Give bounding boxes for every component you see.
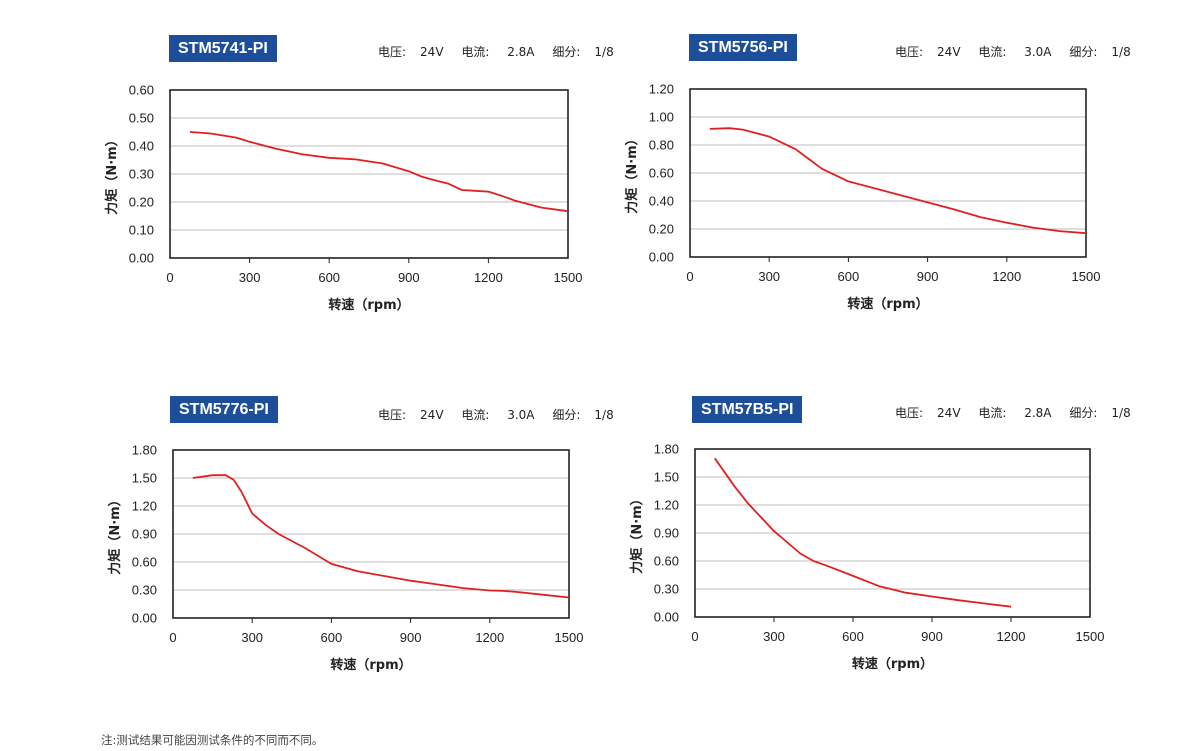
y-tick-label: 0.00 bbox=[649, 250, 674, 265]
x-tick-label: 1200 bbox=[474, 270, 503, 285]
microstep-spec: 细分: 1/8 bbox=[552, 408, 614, 422]
y-tick-label: 0.00 bbox=[654, 610, 679, 625]
x-tick-label: 0 bbox=[686, 269, 693, 284]
microstep-spec: 细分: 1/8 bbox=[552, 45, 614, 59]
current-spec: 电流: 2.8A bbox=[461, 45, 535, 59]
spec-line: 电压: 24V 电流: 3.0A 细分: 1/8 bbox=[378, 406, 614, 423]
model-title: STM57B5-PI bbox=[692, 396, 803, 423]
voltage-spec: 电压: 24V bbox=[895, 45, 961, 59]
y-tick-label: 1.50 bbox=[654, 470, 679, 485]
y-tick-label: 0.60 bbox=[132, 555, 157, 570]
x-tick-label: 600 bbox=[838, 269, 860, 284]
y-tick-label: 1.00 bbox=[649, 110, 674, 125]
y-axis-title: 力矩（N·m） bbox=[107, 493, 123, 574]
y-tick-label: 1.80 bbox=[132, 443, 157, 458]
y-tick-label: 0.10 bbox=[129, 223, 154, 238]
y-tick-label: 0.30 bbox=[132, 583, 157, 598]
torque-chart: 0.00 0.20 0.40 0.60 0.80 1.00 1.20 0 300 600 900 12… bbox=[624, 82, 1101, 313]
x-tick-label: 300 bbox=[763, 629, 785, 644]
x-tick-label: 0 bbox=[169, 630, 176, 645]
current-spec: 电流: 3.0A bbox=[461, 408, 535, 422]
y-tick-label: 0.20 bbox=[129, 195, 154, 210]
torque-curve bbox=[714, 457, 1012, 608]
y-tick-label: 0.30 bbox=[654, 582, 679, 597]
x-tick-label: 0 bbox=[166, 270, 173, 285]
y-tick-label: 0.40 bbox=[649, 194, 674, 209]
x-tick-label: 1200 bbox=[475, 630, 504, 645]
x-tick-label: 1200 bbox=[992, 269, 1021, 284]
voltage-spec: 电压: 24V bbox=[895, 406, 961, 420]
voltage-spec: 电压: 24V bbox=[378, 45, 444, 59]
y-tick-label: 1.50 bbox=[132, 471, 157, 486]
y-tick-label: 0.80 bbox=[649, 138, 674, 153]
model-title: STM5741-PI bbox=[169, 35, 277, 62]
plot-frame bbox=[172, 449, 570, 619]
x-axis-title: 转速（rpm） bbox=[330, 657, 411, 673]
x-tick-label: 900 bbox=[398, 270, 420, 285]
y-tick-label: 0.60 bbox=[649, 166, 674, 181]
y-tick-label: 0.00 bbox=[129, 251, 154, 266]
y-tick-label: 0.00 bbox=[132, 611, 157, 626]
y-tick-label: 0.50 bbox=[129, 111, 154, 126]
plot-frame bbox=[694, 448, 1091, 618]
y-tick-label: 1.20 bbox=[649, 82, 674, 97]
x-tick-label: 1500 bbox=[554, 270, 583, 285]
x-tick-label: 0 bbox=[691, 629, 698, 644]
torque-chart: 0.00 0.10 0.20 0.30 0.40 0.50 0.60 0 300 600 900 12… bbox=[104, 83, 583, 314]
microstep-spec: 细分: 1/8 bbox=[1069, 45, 1131, 59]
y-tick-label: 0.30 bbox=[129, 167, 154, 182]
chart-panel-3: STM5776-PI 电压: 24V 电流: 3.0A 细分: 1/8 0.00 0.… bbox=[98, 396, 658, 696]
x-tick-label: 1500 bbox=[1072, 269, 1101, 284]
x-tick-label: 600 bbox=[318, 270, 340, 285]
x-tick-label: 1200 bbox=[997, 629, 1026, 644]
torque-curve bbox=[189, 131, 569, 213]
x-tick-label: 300 bbox=[241, 630, 263, 645]
y-tick-label: 0.40 bbox=[129, 139, 154, 154]
y-tick-label: 0.60 bbox=[129, 83, 154, 98]
spec-line: 电压: 24V 电流: 3.0A 细分: 1/8 bbox=[895, 43, 1131, 60]
plot-frame bbox=[689, 88, 1087, 258]
spec-line: 电压: 24V 电流: 2.8A 细分: 1/8 bbox=[378, 43, 614, 60]
x-tick-label: 600 bbox=[842, 629, 864, 644]
x-tick-label: 900 bbox=[400, 630, 422, 645]
torque-chart: 0.00 0.30 0.60 0.90 1.20 1.50 1.80 0 300 600 900 12… bbox=[629, 442, 1105, 673]
model-title: STM5776-PI bbox=[170, 396, 278, 423]
footnote: 注:测试结果可能因测试条件的不同而不同。 bbox=[101, 733, 324, 747]
y-tick-label: 1.20 bbox=[654, 498, 679, 513]
x-axis-title: 转速（rpm） bbox=[847, 296, 928, 312]
x-tick-label: 1500 bbox=[555, 630, 584, 645]
y-tick-label: 0.90 bbox=[132, 527, 157, 542]
x-tick-label: 900 bbox=[917, 269, 939, 284]
spec-line: 电压: 24V 电流: 2.8A 细分: 1/8 bbox=[895, 404, 1131, 421]
torque-chart: 0.00 0.30 0.60 0.90 1.20 1.50 1.80 0 300 600 900 12… bbox=[107, 443, 584, 674]
current-spec: 电流: 2.8A bbox=[978, 406, 1052, 420]
current-spec: 电流: 3.0A bbox=[978, 45, 1052, 59]
torque-curve bbox=[192, 474, 570, 599]
microstep-spec: 细分: 1/8 bbox=[1069, 406, 1131, 420]
x-tick-label: 600 bbox=[321, 630, 343, 645]
chart-panel-4: STM57B5-PI 电压: 24V 电流: 2.8A 细分: 1/8 0.00 0.… bbox=[617, 396, 1177, 696]
x-axis-title: 转速（rpm） bbox=[852, 656, 933, 672]
y-tick-label: 0.90 bbox=[654, 526, 679, 541]
y-axis-title: 力矩（N·m） bbox=[104, 133, 120, 214]
y-tick-label: 1.80 bbox=[654, 442, 679, 457]
x-tick-label: 300 bbox=[239, 270, 261, 285]
chart-panel-2: STM5756-PI 电压: 24V 电流: 3.0A 细分: 1/8 0.00 0.… bbox=[617, 34, 1177, 335]
y-axis-title: 力矩（N·m） bbox=[629, 492, 645, 573]
plot-frame bbox=[169, 89, 569, 259]
model-title: STM5756-PI bbox=[689, 34, 797, 61]
y-tick-label: 1.20 bbox=[132, 499, 157, 514]
torque-curve bbox=[709, 127, 1087, 235]
chart-panel-1: STM5741-PI 电压: 24V 电流: 2.8A 细分: 1/8 0.00 0.… bbox=[98, 35, 658, 335]
y-tick-label: 0.20 bbox=[649, 222, 674, 237]
x-axis-title: 转速（rpm） bbox=[328, 297, 409, 313]
y-tick-label: 0.60 bbox=[654, 554, 679, 569]
y-axis-title: 力矩（N·m） bbox=[624, 132, 640, 213]
x-tick-label: 900 bbox=[921, 629, 943, 644]
voltage-spec: 电压: 24V bbox=[378, 408, 444, 422]
x-tick-label: 300 bbox=[758, 269, 780, 284]
x-tick-label: 1500 bbox=[1076, 629, 1105, 644]
